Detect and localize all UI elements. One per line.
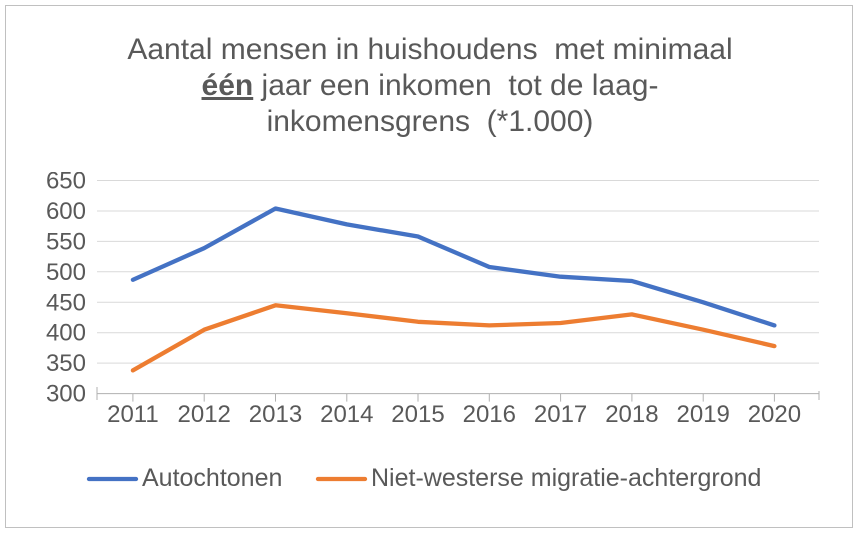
svg-text:300: 300	[46, 381, 86, 408]
svg-text:350: 350	[46, 350, 86, 377]
svg-text:Niet-westerse migratie-achterg: Niet-westerse migratie-achtergrond	[371, 464, 761, 492]
svg-text:450: 450	[46, 289, 86, 316]
svg-text:Autochtonen: Autochtonen	[142, 464, 282, 492]
svg-text:600: 600	[46, 198, 86, 225]
svg-text:400: 400	[46, 320, 86, 347]
svg-text:2011: 2011	[107, 401, 159, 428]
svg-text:2012: 2012	[178, 401, 231, 428]
svg-text:650: 650	[46, 172, 86, 195]
svg-text:550: 550	[46, 228, 86, 255]
svg-text:2014: 2014	[320, 401, 373, 428]
svg-text:2020: 2020	[748, 401, 801, 428]
svg-text:2013: 2013	[249, 401, 302, 428]
svg-text:500: 500	[46, 259, 86, 286]
svg-text:2019: 2019	[677, 401, 730, 428]
svg-text:2015: 2015	[391, 401, 444, 428]
svg-text:2017: 2017	[534, 401, 587, 428]
svg-text:2018: 2018	[605, 401, 658, 428]
svg-text:2016: 2016	[463, 401, 516, 428]
